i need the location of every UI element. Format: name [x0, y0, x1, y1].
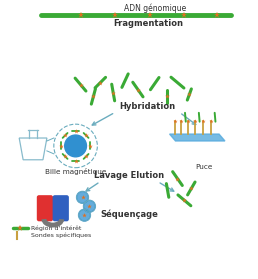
FancyBboxPatch shape: [37, 196, 52, 221]
Text: Fragmentation: Fragmentation: [113, 19, 183, 28]
Text: Bille magnétique: Bille magnétique: [45, 168, 106, 175]
Circle shape: [77, 191, 88, 203]
Text: Séquençage: Séquençage: [100, 210, 158, 219]
Text: Sondes spécifiques: Sondes spécifiques: [31, 232, 91, 238]
Text: Région d'intérêt: Région d'intérêt: [31, 225, 82, 231]
Text: Lavage Elution: Lavage Elution: [94, 171, 164, 180]
Text: Puce: Puce: [196, 164, 213, 170]
Circle shape: [78, 209, 90, 221]
Text: ADN génomique: ADN génomique: [124, 4, 186, 13]
Circle shape: [65, 135, 86, 157]
Circle shape: [84, 200, 95, 212]
Text: Hybridation: Hybridation: [120, 102, 176, 111]
FancyBboxPatch shape: [53, 196, 68, 221]
Polygon shape: [170, 134, 225, 141]
